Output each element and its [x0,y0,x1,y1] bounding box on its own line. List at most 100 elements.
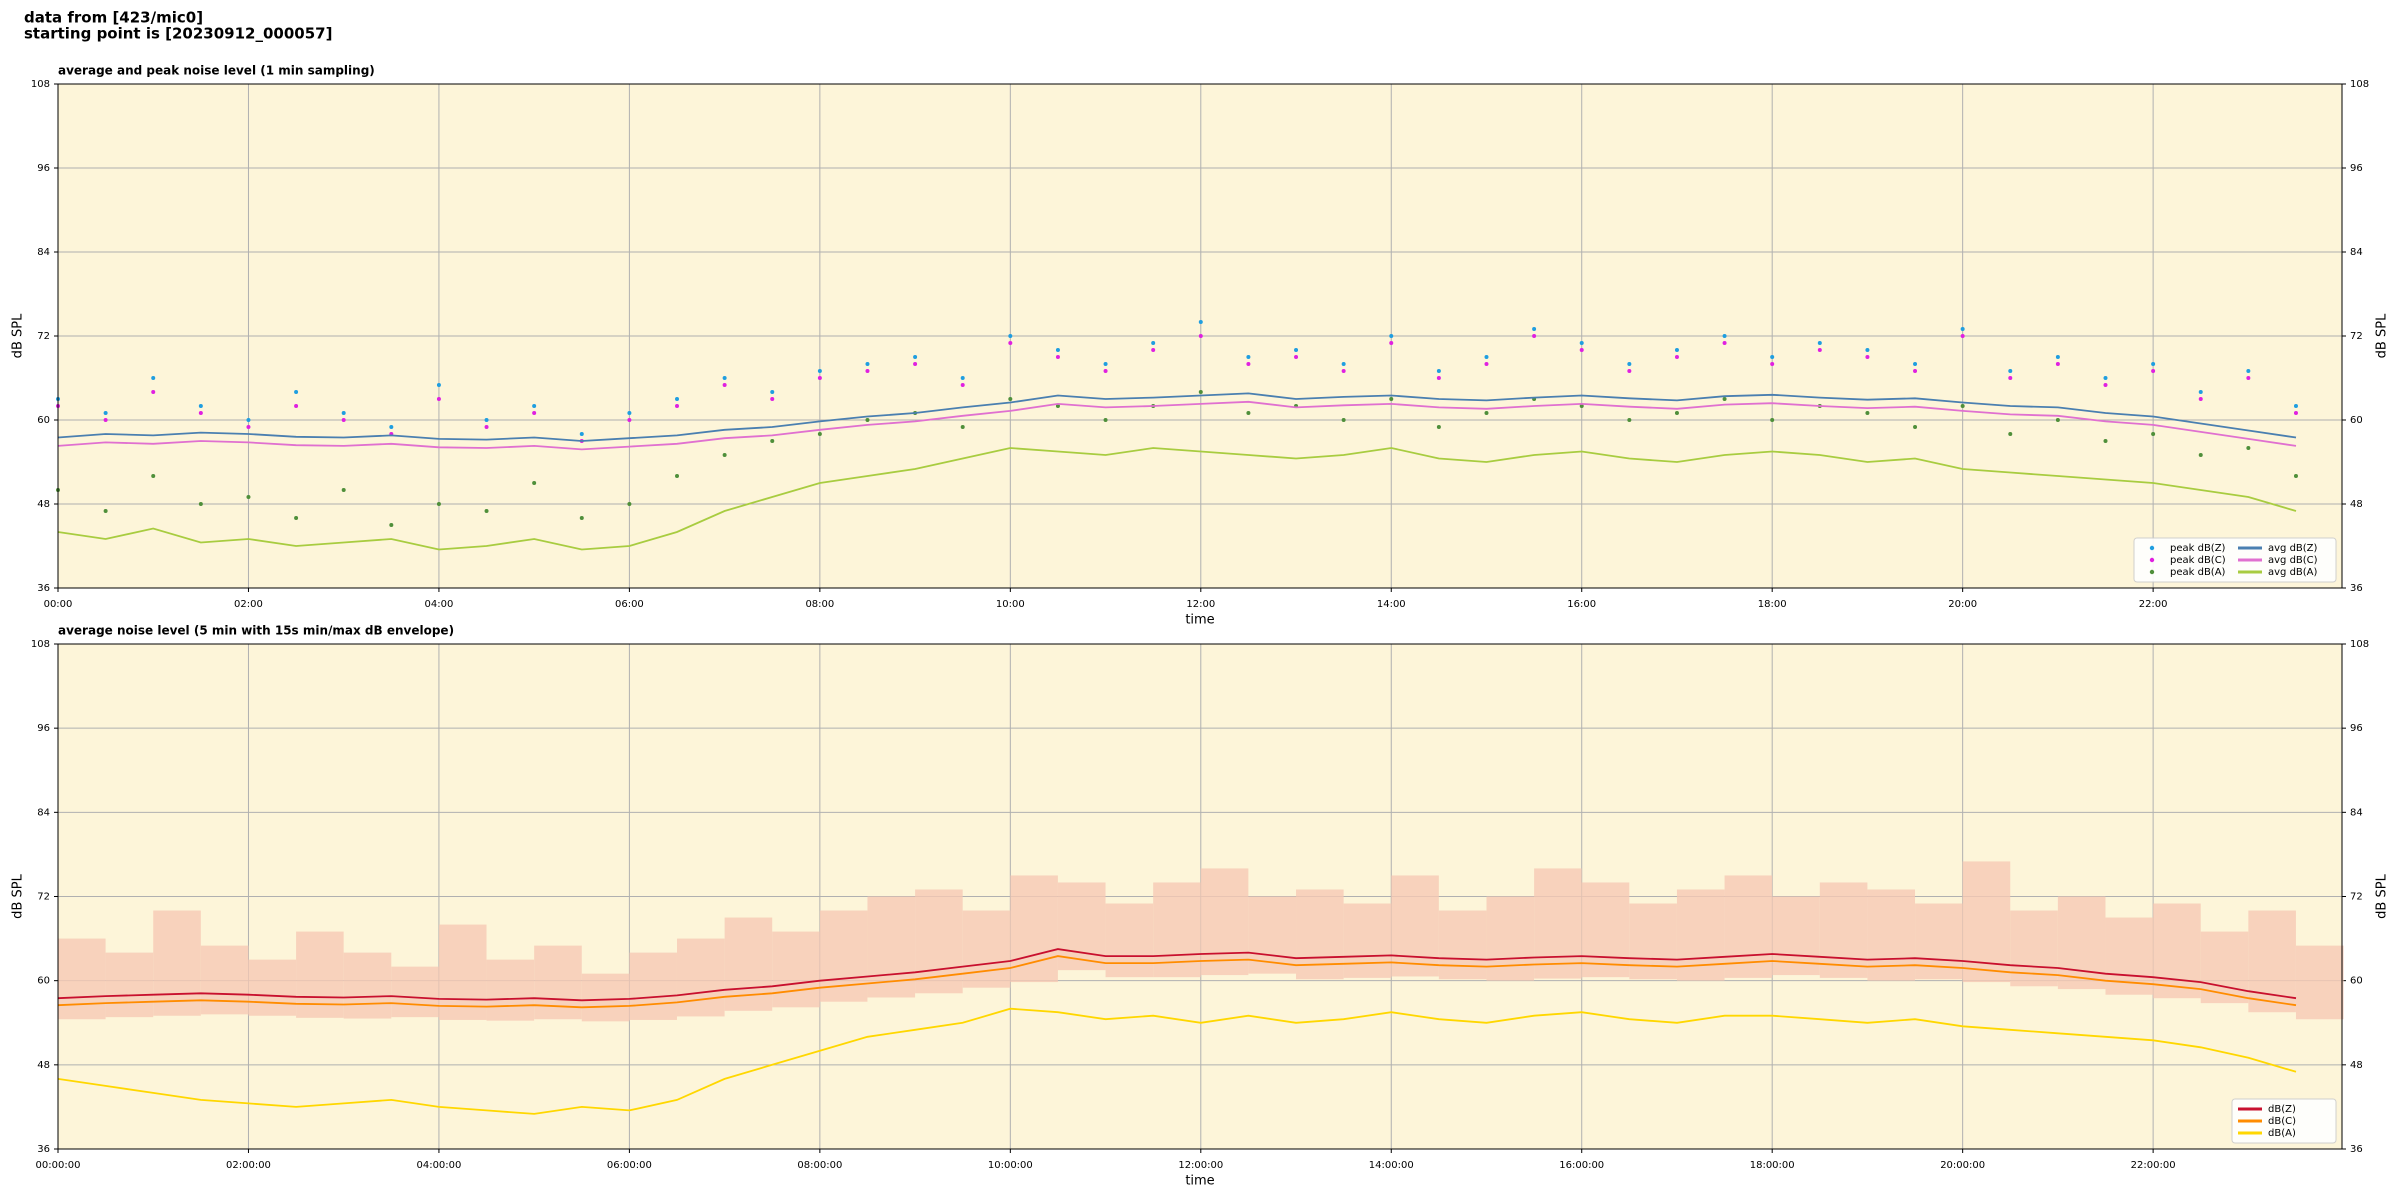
peak-point [2246,376,2251,380]
peak-point [2151,432,2156,436]
peak-point [627,411,632,415]
peak-point [2198,390,2203,394]
peak-point [2293,411,2298,415]
peak-point [1389,334,1394,338]
x-tick-label: 08:00 [805,599,834,610]
envelope-band [58,938,106,1020]
peak-point [1532,327,1537,331]
peak-point [1674,348,1679,352]
legend-box [2133,537,2337,583]
legend-label: dB(A) [2268,1128,2296,1139]
peak-point [341,488,346,492]
peak-point [1103,362,1108,366]
peak-point [294,390,299,394]
peak-point [484,425,489,429]
peak-point [2198,397,2203,401]
y-tick-label: 36 [2350,1144,2363,1155]
peak-point [1484,411,1489,415]
peak-point [246,425,251,429]
x-tick-label: 04:00:00 [416,1160,461,1171]
legend-label: peak dB(Z) [2170,543,2226,554]
peak-point [246,418,251,422]
peak-point [1436,376,1441,380]
peak-point [1008,341,1013,345]
peak-point [151,474,156,478]
peak-point [2008,369,2013,373]
y-tick-label: 96 [37,723,50,734]
x-tick-label: 10:00 [996,599,1025,610]
peak-point [1722,334,1727,338]
y-tick-label: 84 [2350,247,2363,258]
peak-point [1103,418,1108,422]
legend-label: dB(Z) [2268,1104,2296,1115]
envelope-band [1534,868,1582,979]
envelope-band [391,966,439,1018]
x-tick-label: 18:00 [1758,599,1787,610]
legend-label: peak dB(A) [2170,567,2226,578]
peak-point [1151,348,1156,352]
legend-label: avg dB(A) [2268,567,2318,578]
peak-point [1722,341,1727,345]
peak-point [1294,348,1299,352]
x-tick-label: 08:00:00 [797,1160,842,1171]
envelope-band [1010,875,1058,983]
peak-point [2008,376,2013,380]
peak-point [1960,327,1965,331]
x-tick-label: 22:00 [2139,599,2168,610]
header-line: starting point is [20230912_000057] [24,25,332,43]
y-axis-label: dB SPL [11,313,26,358]
envelope-band [581,973,630,1022]
peak-point [1674,411,1679,415]
y-tick-label: 60 [37,415,50,426]
peak-point [865,362,870,366]
peak-point [1008,397,1013,401]
peak-point [1579,348,1584,352]
y-axis-label: dB SPL [11,873,26,918]
x-tick-label: 20:00:00 [1940,1160,1985,1171]
y-tick-label: 108 [31,639,50,650]
peak-point [579,516,584,520]
peak-point [1913,362,1918,366]
y-tick-label: 72 [37,331,50,342]
y-tick-label: 48 [2350,1060,2363,1071]
y-tick-label: 48 [37,1060,50,1071]
x-tick-label: 06:00 [615,599,644,610]
y-tick-label: 60 [37,976,50,987]
plot-frame [57,83,2343,589]
peak-point [1865,355,1870,359]
peak-point [103,418,108,422]
peak-point [532,411,537,415]
envelope-band [486,959,535,1021]
chart-title: average noise level (5 min with 15s min/… [58,624,454,638]
peak-point [2246,446,2251,450]
peak-point [722,376,727,380]
peak-point [1484,362,1489,366]
y-tick-label: 60 [2350,415,2363,426]
peak-point [1817,348,1822,352]
x-tick-label: 14:00:00 [1369,1160,1414,1171]
peak-point [1246,362,1251,366]
peak-point [2103,376,2108,380]
peak-point [817,432,822,436]
legend-marker [2149,557,2155,563]
peak-point [1817,341,1822,345]
envelope-band [1629,903,1677,980]
envelope-band [677,938,725,1017]
y-tick-label: 36 [37,583,50,594]
peak-point [1055,404,1060,408]
peak-point [1579,341,1584,345]
y-tick-label: 96 [37,163,50,174]
peak-point [913,355,918,359]
y-tick-label: 36 [37,1144,50,1155]
envelope-band [1343,903,1392,978]
peak-point [2103,383,2108,387]
peak-point [1389,397,1394,401]
peak-point [1103,369,1108,373]
peak-point [770,397,775,401]
peak-point [484,509,489,513]
peak-point [198,404,203,408]
peak-point [675,474,680,478]
peak-point [2055,355,2060,359]
envelope-band [343,952,392,1019]
peak-point [1246,411,1251,415]
